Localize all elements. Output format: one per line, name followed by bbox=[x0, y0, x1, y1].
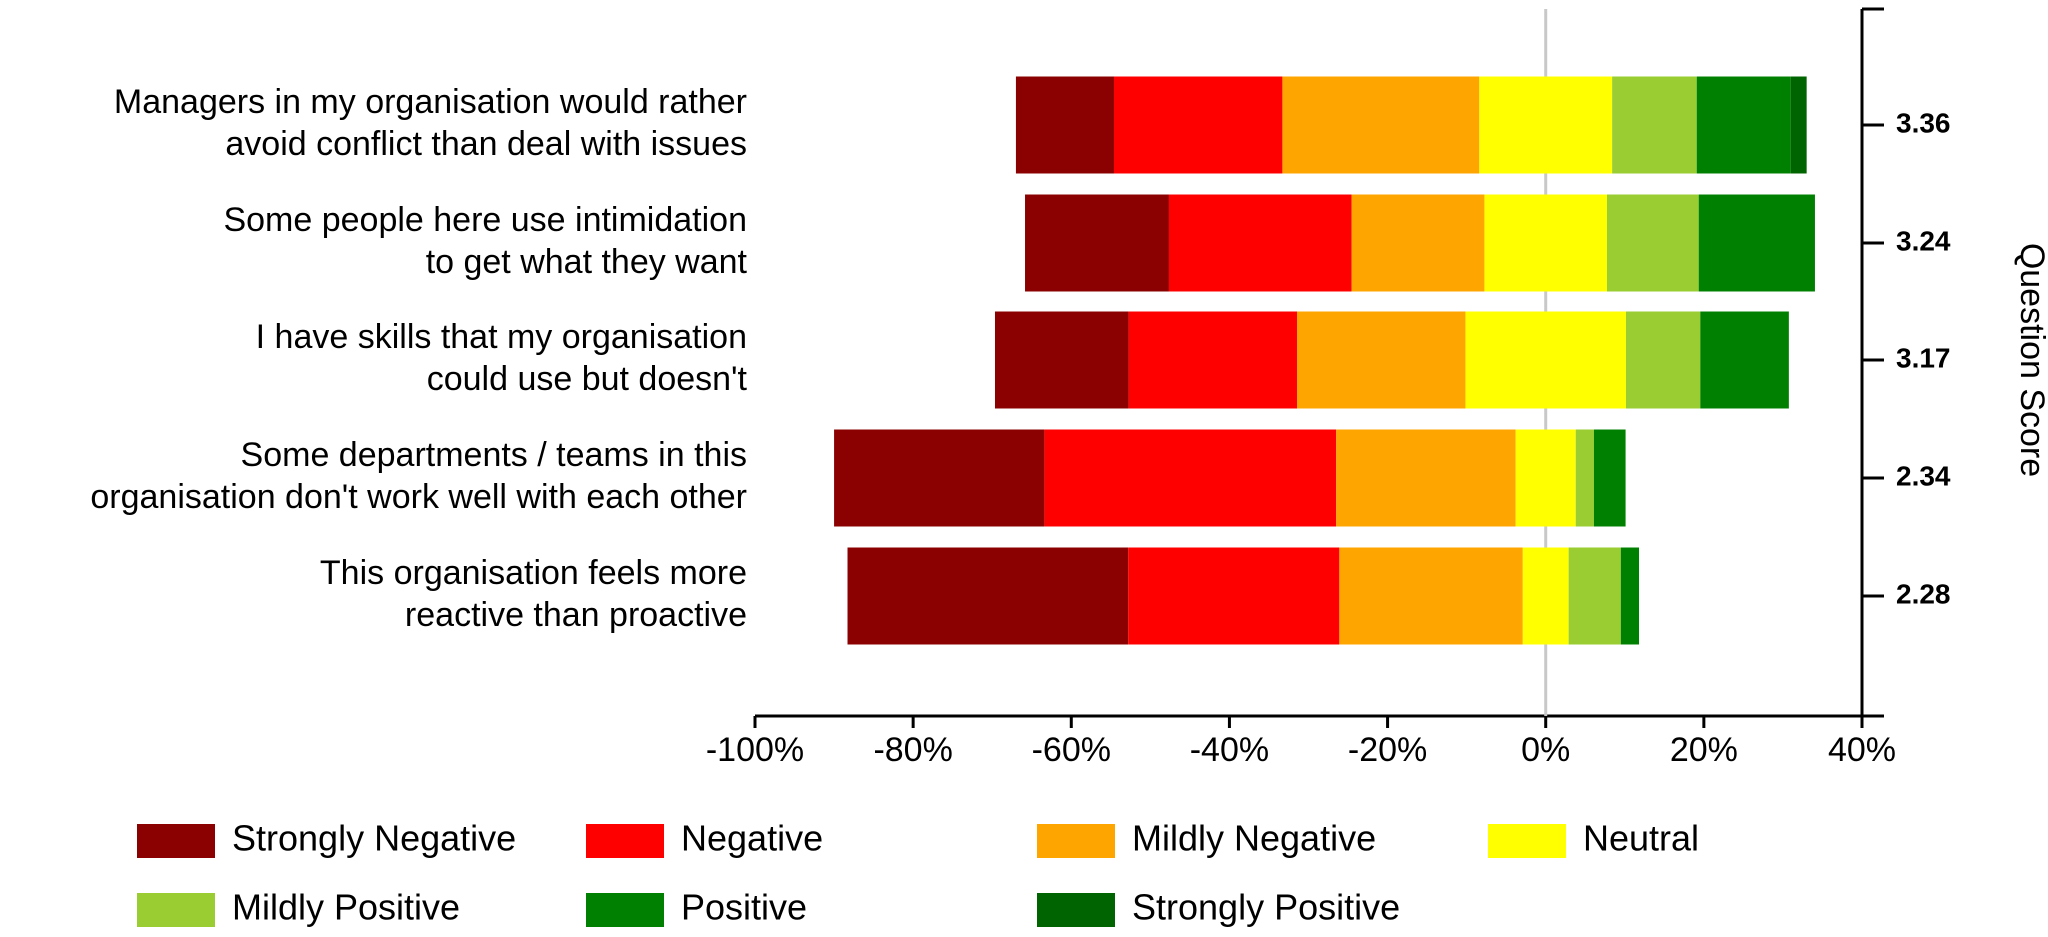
category-label: could use but doesn't bbox=[427, 360, 748, 398]
y2-axis-title: Question Score bbox=[2013, 243, 2048, 477]
legend-swatch bbox=[586, 893, 664, 927]
legend-label: Positive bbox=[681, 887, 807, 928]
x-tick-label: -100% bbox=[706, 731, 804, 769]
legend-swatch bbox=[137, 893, 215, 927]
bar-segment bbox=[1465, 311, 1626, 409]
x-tick-label: 0% bbox=[1521, 731, 1570, 769]
legend-swatch bbox=[1037, 824, 1115, 858]
legend-label: Neutral bbox=[1583, 818, 1699, 859]
bar-segment bbox=[1698, 194, 1815, 292]
legend-label: Strongly Negative bbox=[232, 818, 516, 859]
legend-swatch bbox=[137, 824, 215, 858]
question-score: 2.28 bbox=[1896, 578, 1951, 609]
category-label: reactive than proactive bbox=[405, 596, 747, 634]
bar-segment bbox=[1620, 547, 1640, 645]
bar-segment bbox=[1606, 194, 1699, 292]
bar-segment bbox=[1696, 76, 1791, 174]
bar-segment bbox=[1790, 76, 1807, 174]
legend-swatch bbox=[1037, 893, 1115, 927]
bar-segment bbox=[1515, 429, 1576, 527]
legend-swatch bbox=[1488, 824, 1566, 858]
x-tick-label: -60% bbox=[1032, 731, 1111, 769]
bar-segment bbox=[1168, 194, 1352, 292]
question-score: 3.17 bbox=[1896, 342, 1951, 373]
category-label: Some people here use intimidation bbox=[223, 201, 747, 239]
bar-segment bbox=[1351, 194, 1485, 292]
category-label: organisation don't work well with each o… bbox=[90, 478, 747, 516]
question-score: 3.24 bbox=[1896, 225, 1951, 256]
x-tick-label: -20% bbox=[1348, 731, 1427, 769]
bar-segment bbox=[1593, 429, 1626, 527]
category-label: I have skills that my organisation bbox=[256, 318, 747, 356]
category-label: to get what they want bbox=[426, 243, 748, 281]
bar-segment bbox=[1128, 547, 1340, 645]
bar-segment bbox=[1575, 429, 1594, 527]
x-tick-label: -80% bbox=[873, 731, 952, 769]
legend-label: Mildly Positive bbox=[232, 887, 460, 928]
x-tick-label: 40% bbox=[1828, 731, 1896, 769]
x-tick-label: -40% bbox=[1190, 731, 1269, 769]
x-tick-label: 20% bbox=[1670, 731, 1738, 769]
legend-swatch bbox=[586, 824, 664, 858]
bar-segment bbox=[1113, 76, 1283, 174]
bar-segment bbox=[1522, 547, 1569, 645]
bar-segment bbox=[1025, 194, 1169, 292]
category-label: Managers in my organisation would rather bbox=[114, 83, 747, 121]
category-label: This organisation feels more bbox=[320, 554, 747, 592]
bar-segment bbox=[1282, 76, 1480, 174]
bar-segment bbox=[994, 311, 1129, 409]
legend-label: Strongly Positive bbox=[1132, 887, 1400, 928]
bar-segment bbox=[1625, 311, 1701, 409]
bar-segment bbox=[1336, 429, 1516, 527]
bar-segment bbox=[1568, 547, 1621, 645]
question-score: 3.36 bbox=[1896, 107, 1951, 138]
bar-segment bbox=[1484, 194, 1607, 292]
bar-segment bbox=[1044, 429, 1337, 527]
bar-segment bbox=[1339, 547, 1523, 645]
bar-segment bbox=[834, 429, 1045, 527]
bar-segment bbox=[1700, 311, 1789, 409]
bar-segment bbox=[1612, 76, 1697, 174]
bar-segment bbox=[1128, 311, 1298, 409]
bar-segment bbox=[1015, 76, 1114, 174]
question-score: 2.34 bbox=[1896, 460, 1951, 491]
bar-segment bbox=[1297, 311, 1466, 409]
legend-label: Mildly Negative bbox=[1132, 818, 1376, 859]
category-label: avoid conflict than deal with issues bbox=[225, 125, 747, 163]
bar-segment bbox=[1479, 76, 1613, 174]
legend-label: Negative bbox=[681, 818, 823, 859]
category-label: Some departments / teams in this bbox=[241, 436, 747, 474]
bar-segment bbox=[847, 547, 1129, 645]
